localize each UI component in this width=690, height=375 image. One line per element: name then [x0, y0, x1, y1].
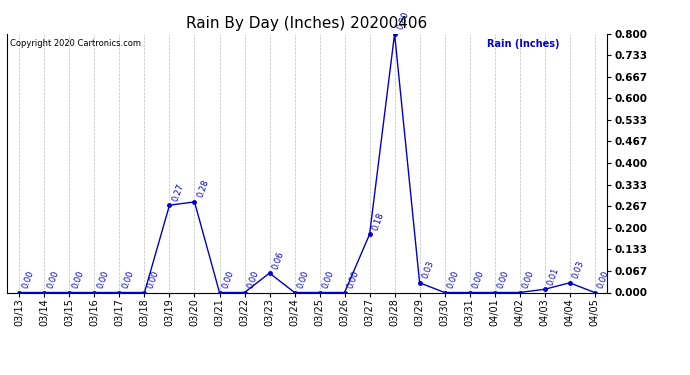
- Text: 0.18: 0.18: [371, 211, 386, 231]
- Text: Copyright 2020 Cartronics.com: Copyright 2020 Cartronics.com: [10, 39, 141, 48]
- Text: 0.27: 0.27: [171, 182, 186, 203]
- Text: 0.28: 0.28: [196, 179, 210, 199]
- Text: 0.00: 0.00: [521, 269, 536, 290]
- Text: 0.00: 0.00: [496, 269, 511, 290]
- Text: 0.00: 0.00: [246, 269, 261, 290]
- Text: 0.00: 0.00: [446, 269, 461, 290]
- Text: 0.01: 0.01: [546, 266, 561, 286]
- Text: 0.00: 0.00: [221, 269, 236, 290]
- Text: 0.00: 0.00: [71, 269, 86, 290]
- Text: 0.00: 0.00: [346, 269, 361, 290]
- Text: 0.00: 0.00: [596, 269, 611, 290]
- Text: 0.06: 0.06: [271, 250, 286, 270]
- Text: 0.00: 0.00: [146, 269, 161, 290]
- Text: 0.00: 0.00: [121, 269, 136, 290]
- Text: 0.03: 0.03: [421, 260, 436, 280]
- Text: 0.00: 0.00: [296, 269, 310, 290]
- Text: 0.00: 0.00: [321, 269, 336, 290]
- Text: 0.00: 0.00: [46, 269, 61, 290]
- Text: 0.00: 0.00: [96, 269, 110, 290]
- Title: Rain By Day (Inches) 20200406: Rain By Day (Inches) 20200406: [186, 16, 428, 31]
- Text: 0.03: 0.03: [571, 260, 586, 280]
- Text: 0.00: 0.00: [471, 269, 486, 290]
- Text: 0.00: 0.00: [21, 269, 36, 290]
- Text: 0.80: 0.80: [396, 10, 411, 31]
- Text: Rain (Inches): Rain (Inches): [487, 39, 560, 49]
